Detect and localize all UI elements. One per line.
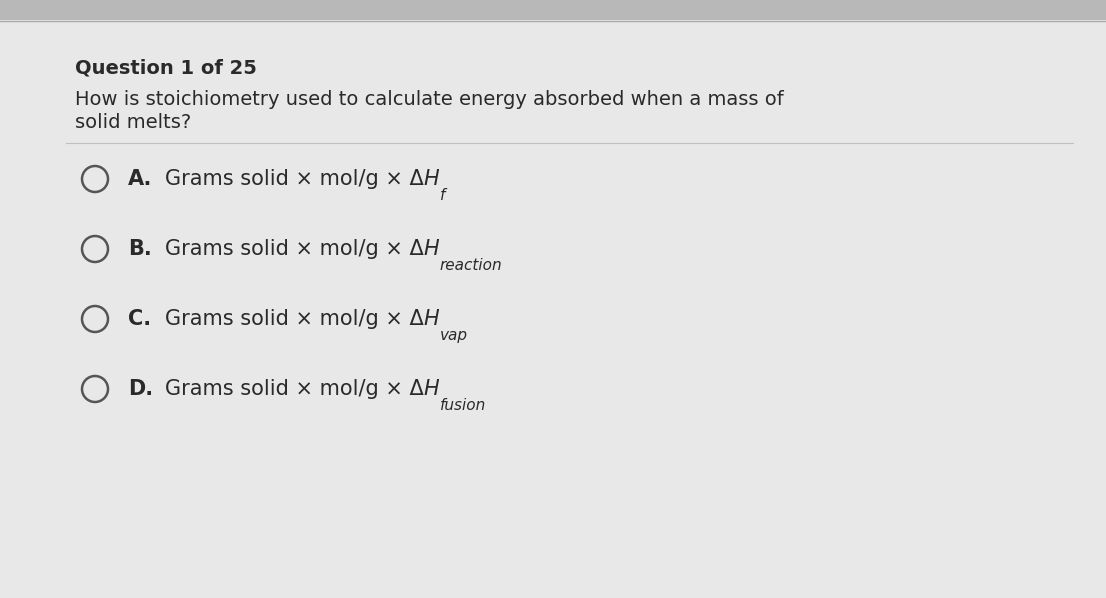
Text: Question 1 of 25: Question 1 of 25 [75,58,257,77]
Text: reaction: reaction [439,258,502,273]
Text: vap: vap [439,328,468,343]
Text: H: H [424,239,439,259]
Text: H: H [424,309,439,329]
Text: How is stoichiometry used to calculate energy absorbed when a mass of: How is stoichiometry used to calculate e… [75,90,784,109]
Text: solid melts?: solid melts? [75,113,191,132]
Text: Grams solid × mol/g × Δ: Grams solid × mol/g × Δ [165,169,424,189]
Text: f: f [439,188,445,203]
Text: C.: C. [128,309,152,329]
Text: H: H [424,169,439,189]
Text: B.: B. [128,239,152,259]
Text: Grams solid × mol/g × Δ: Grams solid × mol/g × Δ [165,309,424,329]
Bar [0,0,1106,20]
Text: fusion: fusion [439,398,486,413]
Text: Grams solid × mol/g × Δ: Grams solid × mol/g × Δ [165,239,424,259]
Text: A.: A. [128,169,153,189]
Text: D.: D. [128,379,153,399]
Text: H: H [424,379,439,399]
Text: Grams solid × mol/g × Δ: Grams solid × mol/g × Δ [165,379,424,399]
